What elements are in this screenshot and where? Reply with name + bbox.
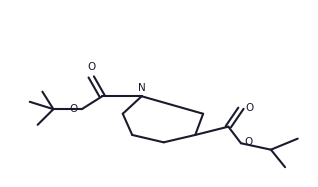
Text: O: O: [87, 62, 95, 72]
Text: O: O: [245, 137, 253, 147]
Text: O: O: [70, 104, 78, 114]
Text: N: N: [138, 84, 146, 94]
Text: O: O: [246, 103, 254, 113]
